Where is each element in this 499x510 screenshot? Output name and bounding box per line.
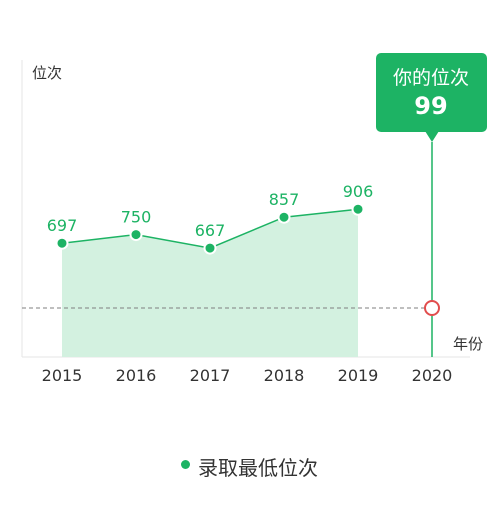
your-rank-callout-pointer	[425, 131, 439, 142]
data-label-2017: 667	[195, 221, 226, 240]
x-tick-label-2017: 2017	[190, 366, 231, 385]
x-tick-label-2020: 2020	[412, 366, 453, 385]
data-point-2019	[351, 202, 365, 216]
your-rank-callout: 你的位次 99	[376, 53, 487, 142]
x-tick-labels: 2015 2016 2017 2018 2019 2020	[42, 366, 453, 385]
x-tick-label-2018: 2018	[264, 366, 305, 385]
data-label-2015: 697	[47, 216, 78, 235]
data-points	[55, 202, 365, 255]
data-labels: 697 750 667 857 906	[47, 182, 374, 240]
legend: 录取最低位次	[0, 452, 499, 481]
data-point-2015	[55, 236, 69, 250]
x-axis-label: 年份	[453, 335, 483, 353]
series-area-layer	[62, 209, 358, 357]
legend-marker-dot	[181, 460, 190, 469]
data-point-2017	[203, 241, 217, 255]
legend-label: 录取最低位次	[198, 456, 318, 480]
your-rank-callout-title: 你的位次	[393, 67, 469, 89]
data-point-2018	[277, 210, 291, 224]
your-rank-callout-value: 99	[414, 92, 447, 120]
data-label-2018: 857	[269, 190, 300, 209]
data-label-2019: 906	[343, 182, 374, 201]
your-rank-callout-box	[376, 53, 487, 132]
series-area	[62, 209, 358, 357]
your-rank-marker	[424, 300, 440, 316]
chart: 位次 年份 2015 2016 2017 2018 2019 2020 697 750 667…	[21, 53, 487, 385]
x-tick-label-2015: 2015	[42, 366, 83, 385]
x-tick-label-2016: 2016	[116, 366, 157, 385]
y-axis-label: 位次	[32, 64, 62, 82]
data-point-2016	[129, 228, 143, 242]
x-tick-label-2019: 2019	[338, 366, 379, 385]
data-label-2016: 750	[121, 208, 152, 227]
